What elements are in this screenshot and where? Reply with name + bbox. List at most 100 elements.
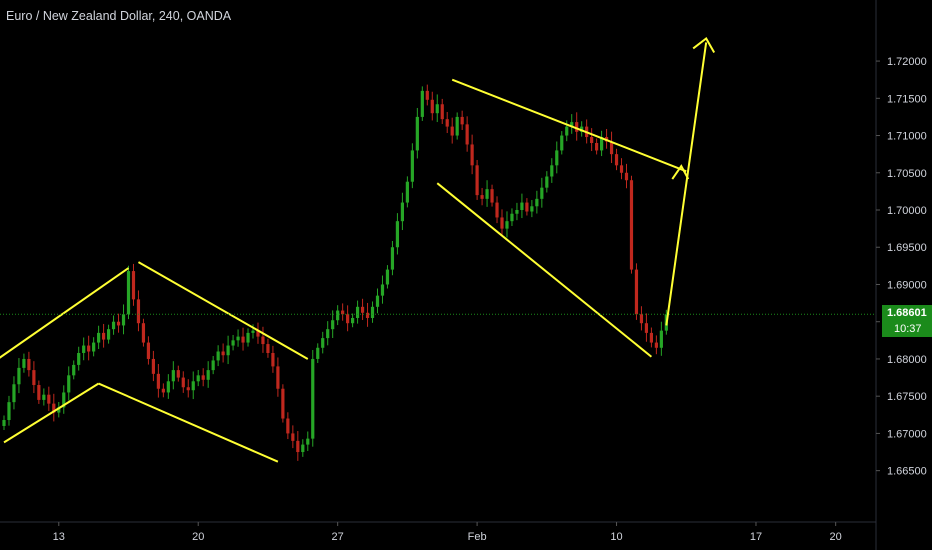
- candle-body: [415, 116, 419, 151]
- candle-body: [465, 124, 469, 145]
- candle-body: [614, 154, 619, 166]
- candle-body: [266, 344, 270, 353]
- candle: [460, 110, 464, 130]
- candle-body: [37, 385, 41, 400]
- candle-body: [87, 345, 91, 352]
- candle-body: [545, 176, 549, 188]
- candle-body: [116, 321, 121, 326]
- candle-body: [286, 418, 290, 434]
- candle: [380, 275, 385, 304]
- candle-body: [644, 323, 649, 333]
- chart-title: Euro / New Zealand Dollar, 240, OANDA: [6, 9, 232, 23]
- candle: [555, 141, 559, 174]
- candle-body: [241, 336, 245, 343]
- candle: [37, 380, 41, 404]
- candle: [206, 361, 210, 388]
- candle-body: [32, 370, 36, 386]
- candle: [161, 383, 165, 398]
- candle: [181, 371, 185, 393]
- candle-body: [590, 137, 594, 143]
- candle-body: [251, 330, 255, 333]
- candle-body: [609, 141, 614, 155]
- time-tick-label: 20: [830, 531, 842, 543]
- trendline: [0, 267, 130, 359]
- candle-body: [375, 295, 380, 307]
- candle-body: [52, 403, 56, 413]
- candle: [336, 305, 340, 326]
- candle: [445, 112, 449, 134]
- candle-body: [490, 189, 494, 203]
- trendline: [436, 182, 653, 358]
- candle-body: [67, 375, 71, 393]
- candle-body: [12, 384, 16, 403]
- candle: [609, 131, 614, 164]
- candle: [634, 263, 639, 320]
- candle-body: [525, 202, 529, 212]
- candle: [390, 240, 395, 276]
- candle-body: [47, 394, 51, 404]
- candle-body: [261, 336, 265, 345]
- price-tick-label: 1.72000: [887, 56, 927, 68]
- candle: [346, 305, 350, 332]
- candle: [136, 290, 141, 332]
- candle: [111, 315, 116, 335]
- price-tick-label: 1.71500: [887, 93, 927, 105]
- candle-body: [141, 323, 146, 343]
- candle: [420, 86, 424, 121]
- candle-body: [540, 187, 544, 199]
- candle-body: [405, 181, 409, 203]
- candle: [360, 298, 365, 321]
- candle: [102, 323, 106, 348]
- candle: [326, 321, 330, 346]
- candle: [151, 350, 155, 382]
- candle-body: [181, 377, 185, 388]
- candle: [106, 324, 111, 344]
- candle-body: [111, 321, 116, 330]
- candle: [400, 192, 404, 231]
- candle: [351, 313, 355, 328]
- candle: [375, 288, 380, 314]
- candle-body: [171, 370, 175, 382]
- candle: [266, 338, 270, 358]
- candle-body: [654, 342, 658, 348]
- candle-body: [570, 122, 574, 127]
- candle-body: [106, 329, 111, 340]
- candle-body: [301, 444, 305, 453]
- candle: [32, 361, 36, 394]
- candle-body: [306, 438, 310, 445]
- candle-body: [196, 375, 200, 382]
- candle-body: [326, 329, 330, 339]
- candle-body: [629, 180, 634, 270]
- candle: [425, 84, 429, 106]
- candle-body: [500, 217, 504, 229]
- candle: [505, 211, 509, 238]
- candle-body: [440, 104, 444, 120]
- candle: [186, 379, 190, 398]
- candle-body: [216, 351, 220, 361]
- candle: [226, 335, 230, 365]
- candle: [231, 334, 235, 351]
- candle-body: [495, 202, 499, 218]
- candle: [291, 425, 295, 449]
- last-price-badge: 1.68601: [882, 305, 932, 323]
- candle-body: [520, 202, 524, 211]
- candle: [7, 395, 11, 426]
- candle-body: [291, 433, 295, 441]
- candle-body: [131, 271, 136, 300]
- candle: [171, 361, 175, 390]
- candle-body: [296, 440, 300, 453]
- candle-body: [619, 165, 624, 173]
- candle: [639, 306, 644, 331]
- candle-body: [530, 206, 534, 212]
- candle: [490, 184, 494, 207]
- candle: [385, 265, 390, 289]
- candle-body: [390, 247, 395, 270]
- candle-body: [321, 338, 325, 348]
- candle: [475, 159, 479, 200]
- candle-body: [575, 122, 579, 132]
- candle: [570, 114, 574, 134]
- candle-body: [370, 306, 375, 318]
- trendline: [665, 42, 708, 326]
- candle-body: [535, 198, 539, 207]
